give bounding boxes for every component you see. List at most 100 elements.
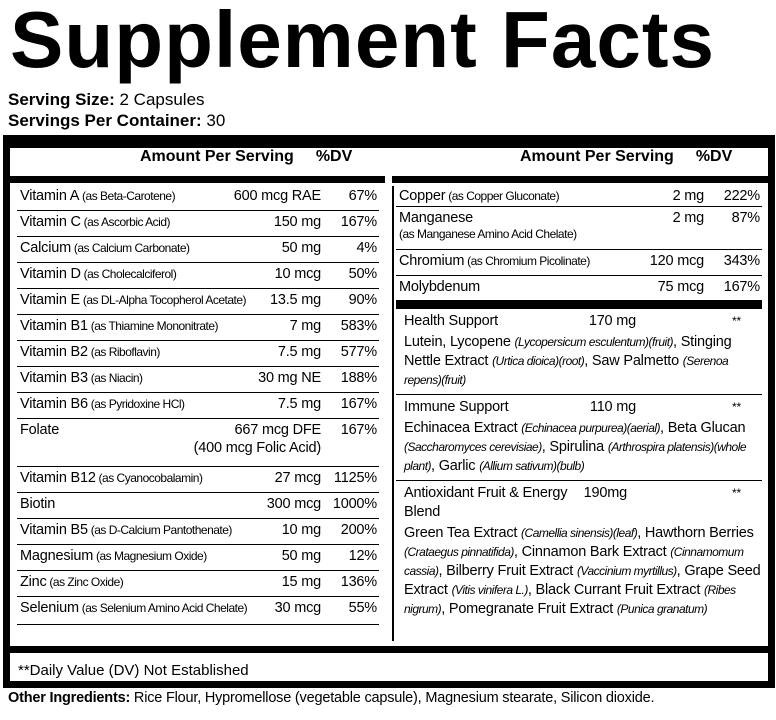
nutrient-amount: 30 mg NE (258, 370, 321, 386)
ingredient-botanical: (Cinnamomum cassia) (404, 545, 744, 578)
nutrient-label: Vitamin D (20, 266, 81, 282)
nutrient-source: (as Zinc Oxide) (46, 575, 124, 589)
nutrient-label: Vitamin A (20, 188, 80, 204)
nutrient-row: Calcium (as Calcium Carbonate) 50 mg 4% (17, 237, 379, 263)
blend-ingredients: Lutein, Lycopene (Lycopersicum esculentu… (404, 333, 762, 390)
nutrient-source: (as Cholecalciferol) (80, 267, 177, 281)
amount-value: 2 mg (672, 188, 705, 204)
ingredient-name: Lutein, Lycopene (404, 334, 515, 350)
nutrient-name: Chromium (as Chromium Picolinate) (399, 253, 650, 269)
nutrient-name: Folate (20, 422, 194, 438)
nutrient-name: Vitamin B1 (as Thiamine Mononitrate) (20, 318, 290, 334)
nutrient-name: Vitamin C (as Ascorbic Acid) (20, 214, 274, 230)
nutrient-dv: 87% (731, 210, 761, 226)
nutrient-source: (as D-Calcium Pantothenate) (87, 523, 233, 537)
nutrient-name: Vitamin E (as DL-Alpha Tocopherol Acetat… (20, 292, 270, 308)
header-divider (392, 176, 768, 183)
nutrient-source: (as Chromium Picolinate) (464, 254, 590, 268)
blend-dv: ** (732, 486, 741, 500)
nutrient-dv: 1125% (333, 470, 377, 486)
amount-value: 27 mcg (274, 470, 322, 486)
right-nutrient-list: Copper (as Copper Gluconate) 2 mg 222% Mang… (396, 185, 762, 623)
nutrient-amount: 120 mcg (650, 253, 704, 269)
blend-section: Immune Support 110 mg ** Echinacea Extract … (396, 395, 762, 481)
ingredient-botanical: (Vitis vinifera L.) (451, 583, 529, 597)
ingredient-name: Echinacea Extract (404, 420, 522, 436)
amount-value: 7.5 mg (277, 396, 321, 412)
nutrient-label: Vitamin B2 (20, 344, 88, 360)
nutrient-dv: 200% (340, 522, 377, 538)
nutrient-label: Vitamin B12 (20, 470, 96, 486)
amount-value: 150 mg (273, 214, 321, 230)
nutrient-name: Vitamin B12 (as Cyanocobalamin) (20, 470, 275, 486)
nutrient-amount: 50 mg (281, 548, 322, 564)
nutrient-row: Vitamin B1 (as Thiamine Mononitrate) 7 mg… (17, 315, 379, 341)
footnote: **Daily Value (DV) Not Established (10, 646, 768, 688)
nutrient-row: Magnesium (as Magnesium Oxide) 50 mg 12% (17, 545, 379, 571)
ingredient-name: , Bilberry Fruit Extract (438, 563, 577, 579)
nutrient-row: Copper (as Copper Gluconate) 2 mg 222% (396, 185, 762, 207)
ingredient-name: Green Tea Extract (404, 525, 522, 541)
nutrient-row: Folate 667 mcg DFE (400 mcg Folic Acid) 167… (17, 419, 379, 467)
amount-value: 13.5 mg (270, 292, 321, 308)
ingredient-botanical: (Crataegus pinnatifida) (404, 545, 514, 559)
blend-amount: 170 mg (588, 313, 636, 329)
ingredient-botanical: (Vaccinium myrtillus) (576, 564, 677, 578)
amount-value: 50 mg (281, 240, 322, 256)
amount-value: 300 mcg (266, 496, 321, 512)
nutrient-dv: 1000% (332, 496, 377, 512)
blend-header: Health Support 170 mg ** (404, 312, 762, 331)
nutrient-row: Zinc (as Zinc Oxide) 15 mg 136% (17, 571, 379, 597)
ingredient-name: , Stinging Nettle Extract (404, 334, 732, 369)
nutrient-dv: 343% (723, 253, 760, 269)
ingredient-name: , Black Currant Fruit Extract (527, 582, 704, 598)
nutrient-label: Molybdenum (399, 279, 481, 295)
nutrient-amount: 667 mcg DFE (400 mcg Folic Acid) (194, 422, 322, 456)
amount-value: 667 mcg DFE (234, 422, 322, 438)
nutrient-label: Copper (399, 188, 446, 204)
amount-value: 600 mcg RAE (233, 188, 321, 204)
amount-value: 50 mg (281, 548, 322, 564)
ingredient-name: , Garlic (431, 458, 480, 474)
amount-value: 10 mg (281, 522, 322, 538)
blend-ingredients: Echinacea Extract (Echinacea purpurea)(a… (404, 419, 762, 476)
amount-value: 15 mg (281, 574, 322, 590)
nutrient-dv: 167% (340, 214, 377, 230)
nutrient-amount: 10 mg (281, 522, 322, 538)
nutrient-source: (as Riboflavin) (87, 345, 161, 359)
servings-value: 30 (201, 111, 226, 130)
dv-header: %DV (695, 148, 733, 165)
nutrient-label: Vitamin B5 (20, 522, 88, 538)
blend-amount: 110 mg (589, 399, 636, 415)
nutrient-name: Vitamin B6 (as Pyridoxine HCl) (20, 396, 278, 412)
nutrient-dv: 577% (340, 344, 377, 360)
nutrient-row: Vitamin B3 (as Niacin) 30 mg NE 188% (17, 367, 379, 393)
serving-size-label: Serving Size: (8, 90, 115, 109)
nutrient-label: Vitamin C (20, 214, 81, 230)
amount-header: Amount Per Serving (520, 148, 674, 165)
nutrient-amount: 7 mg (290, 318, 322, 334)
nutrient-row: Vitamin C (as Ascorbic Acid) 150 mg 167% (17, 211, 379, 237)
amount-value: 10 mcg (274, 266, 322, 282)
ingredient-botanical: (Urtica dioica)(root) (492, 354, 585, 368)
amount-value: 30 mg NE (258, 370, 321, 386)
nutrient-amount: 13.5 mg (270, 292, 321, 308)
nutrient-label: Chromium (399, 253, 465, 269)
other-ingredients-value: Rice Flour, Hypromellose (vegetable caps… (130, 690, 655, 706)
blend-ingredients: Green Tea Extract (Camellia sinensis)(le… (404, 524, 762, 619)
nutrient-source: (as Selenium Amino Acid Chelate) (78, 601, 248, 615)
blend-section: Antioxidant Fruit & Energy Blend 190mg ** G… (396, 481, 762, 623)
nutrient-name: Biotin (20, 496, 267, 512)
nutrient-source: (as Calcium Carbonate) (70, 241, 190, 255)
nutrient-dv: 188% (340, 370, 377, 386)
nutrient-amount: 7.5 mg (278, 396, 321, 412)
nutrient-name: Molybdenum (399, 279, 658, 295)
ingredient-botanical: (Ribes nigrum) (404, 583, 736, 616)
amount-value: 120 mcg (649, 253, 704, 269)
ingredient-name: , Spirulina (541, 439, 608, 455)
nutrient-source: (as Magnesium Oxide) (93, 549, 207, 563)
ingredient-botanical: (Punica granatum) (616, 602, 708, 616)
nutrient-label: Calcium (20, 240, 71, 256)
servings-label: Servings Per Container: (8, 111, 202, 130)
nutrient-dv: 90% (348, 292, 378, 308)
